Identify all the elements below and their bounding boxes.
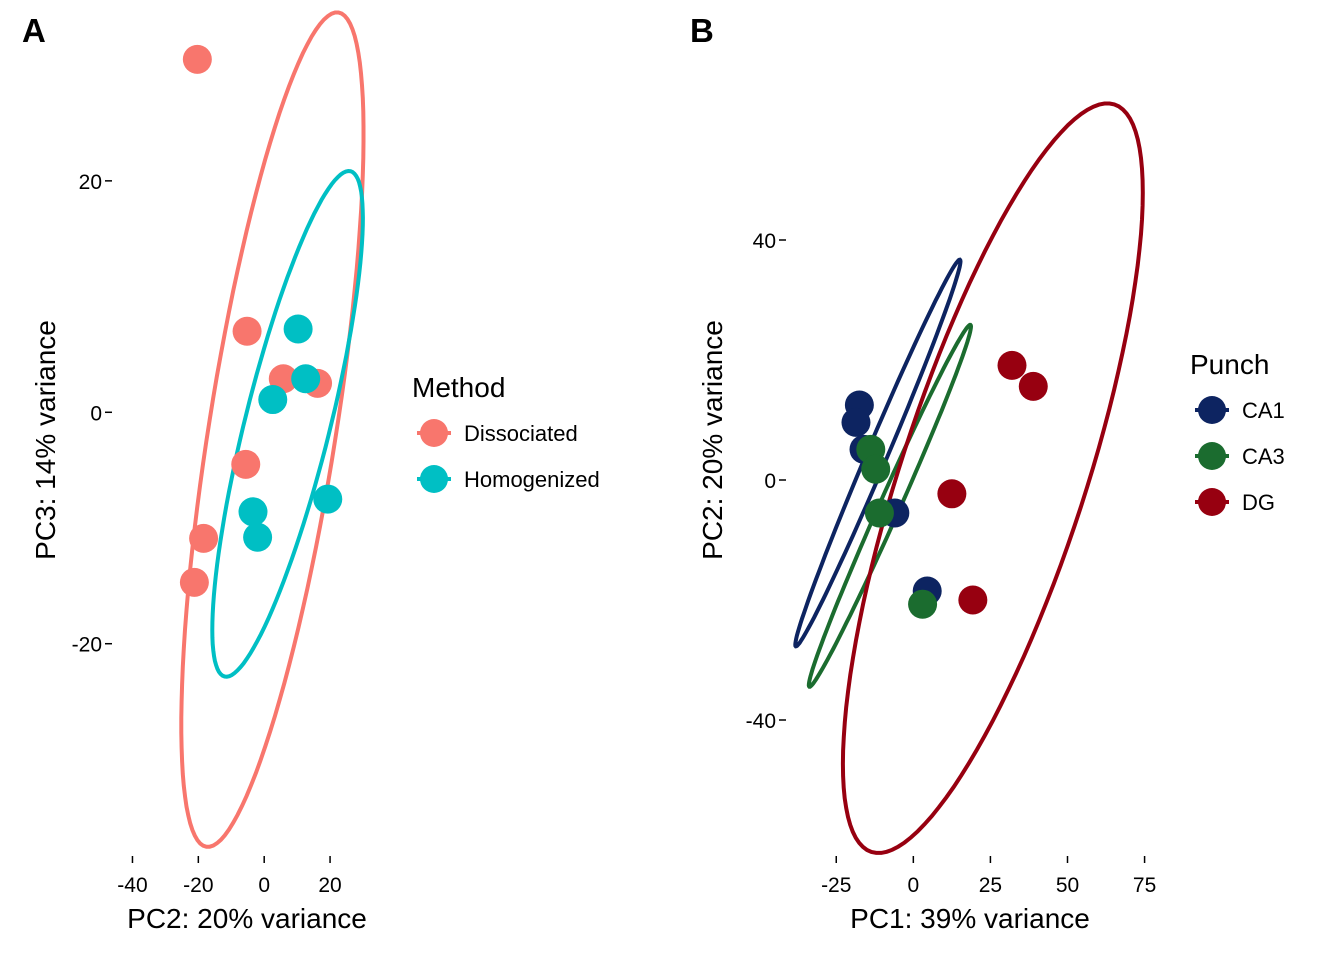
point-ca3	[861, 454, 891, 484]
panel-label: A	[22, 12, 46, 49]
point-homogenized	[238, 497, 268, 527]
legend-key-dot	[1198, 396, 1226, 424]
point-dg	[958, 585, 988, 615]
point-dg	[997, 350, 1027, 380]
legend-key-dot	[1198, 442, 1226, 470]
x-tick-label: 20	[318, 874, 341, 897]
legend-label: CA1	[1242, 398, 1285, 423]
point-dissociated	[179, 567, 209, 597]
x-tick-label: 75	[1133, 874, 1156, 897]
point-homogenized	[313, 484, 343, 514]
ellipse-homogenized	[210, 168, 365, 679]
y-tick-label: -40	[746, 710, 776, 733]
y-tick-label: 40	[753, 230, 776, 253]
point-dissociated	[182, 44, 212, 74]
point-ca3	[908, 589, 938, 619]
legend-key-dot	[1198, 488, 1226, 516]
point-homogenized	[283, 314, 313, 344]
point-dissociated	[189, 523, 219, 553]
x-tick-label: 0	[907, 874, 919, 897]
ellipse-dg	[840, 101, 1145, 855]
panel-a: A -40 -20 0 20 -20 0 20 PC2: 20% variance PC3: 14…	[22, 10, 600, 934]
legend-label: Dissociated	[464, 421, 578, 446]
point-ca1	[841, 407, 871, 437]
point-dissociated	[232, 316, 262, 346]
x-tick-label: -20	[183, 874, 213, 897]
legend-key-dot	[420, 419, 448, 447]
x-tick-label: 25	[979, 874, 1002, 897]
x-axis-title: PC2: 20% variance	[127, 903, 367, 934]
y-axis-title: PC2: 20% variance	[697, 320, 728, 560]
x-tick-label: -25	[821, 874, 851, 897]
point-homogenized	[291, 364, 321, 394]
panel-b: B -25 0 25 50 75 -40 0 40 PC1: 39% variance PC2: 2…	[690, 12, 1285, 934]
y-tick-label: 20	[79, 171, 102, 194]
y-tick-label: 0	[764, 470, 776, 493]
x-tick-label: -40	[117, 874, 147, 897]
x-tick-label: 0	[258, 874, 270, 897]
x-axis-title: PC1: 39% variance	[850, 903, 1090, 934]
ellipse-dissociated	[179, 10, 366, 849]
y-tick-label: -20	[72, 634, 102, 657]
legend-label: CA3	[1242, 444, 1285, 469]
legend-title: Punch	[1190, 349, 1269, 380]
y-axis-title: PC3: 14% variance	[30, 320, 61, 560]
point-homogenized	[258, 385, 288, 415]
legend-label: Homogenized	[464, 467, 600, 492]
legend-key-dot	[420, 465, 448, 493]
point-dg	[937, 479, 967, 509]
point-dissociated	[231, 449, 261, 479]
legend-label: DG	[1242, 490, 1275, 515]
panel-label: B	[690, 12, 714, 49]
y-tick-label: 0	[90, 402, 102, 425]
legend-title: Method	[412, 372, 505, 403]
x-tick-label: 50	[1056, 874, 1079, 897]
point-dg	[1018, 371, 1048, 401]
point-ca3	[864, 498, 894, 528]
point-homogenized	[243, 522, 273, 552]
